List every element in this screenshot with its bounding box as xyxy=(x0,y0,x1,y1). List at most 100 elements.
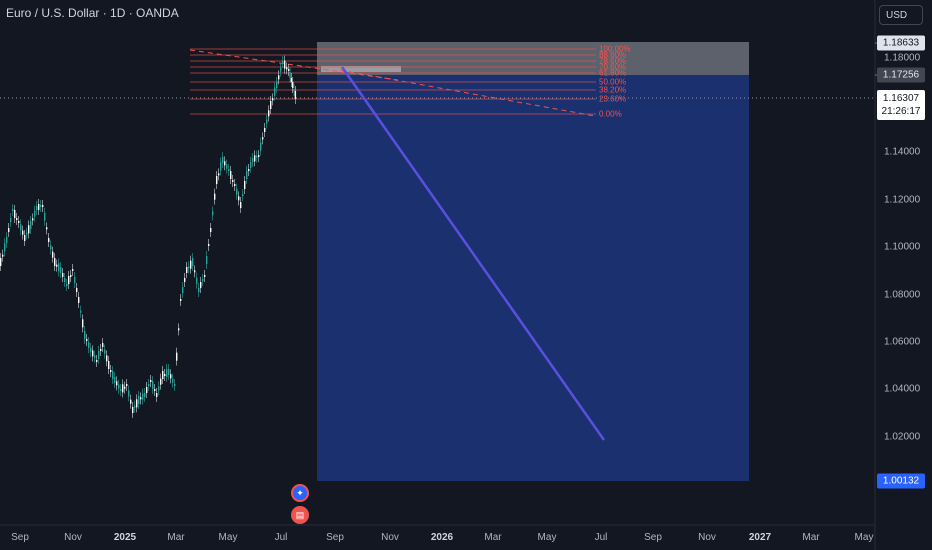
candle-body xyxy=(98,351,100,359)
candle-body xyxy=(60,267,62,273)
fib-level-label: 50.00% xyxy=(599,77,627,87)
price-tick: 1.10000 xyxy=(884,241,921,253)
fib-level-label: 88.60% xyxy=(599,50,627,60)
candle-body xyxy=(38,204,40,210)
candle-body xyxy=(114,377,116,383)
candle-body xyxy=(198,288,200,292)
candle-body xyxy=(294,91,297,99)
candle-body xyxy=(4,243,6,252)
candle-body xyxy=(6,237,8,243)
candle-body xyxy=(44,212,46,221)
candle-body xyxy=(190,260,192,269)
us-flag-event-icon[interactable]: ▤ xyxy=(291,506,309,524)
candle-body xyxy=(68,276,70,284)
candle-body xyxy=(204,275,206,277)
candle-body xyxy=(52,251,54,258)
candle-series xyxy=(0,55,297,418)
candle-body xyxy=(40,205,42,207)
stop-price-label: 1.00132 xyxy=(877,473,925,489)
candle-body xyxy=(236,188,238,195)
candle-body xyxy=(166,369,168,377)
candle-body xyxy=(140,397,142,400)
candle-body xyxy=(152,381,154,389)
candle-body xyxy=(234,184,236,186)
candle-body xyxy=(242,194,244,196)
candle-body xyxy=(278,75,280,80)
candle-body xyxy=(246,171,248,179)
candle-body xyxy=(272,98,274,101)
candle-body xyxy=(292,82,294,88)
candle-body xyxy=(132,407,134,413)
candle-body xyxy=(254,155,256,162)
candle-body xyxy=(26,232,28,235)
candle-body xyxy=(194,270,196,273)
price-tick: 1.02000 xyxy=(884,431,921,443)
candle-body xyxy=(222,157,224,163)
symbol-title[interactable]: Euro / U.S. Dollar · 1D · OANDA xyxy=(6,6,179,20)
candle-body xyxy=(252,158,254,162)
candle-body xyxy=(290,78,293,82)
candle-body xyxy=(228,169,230,171)
time-tick: Nov xyxy=(698,532,716,543)
time-tick: Nov xyxy=(64,532,82,543)
candle-body xyxy=(66,284,68,286)
candle-body xyxy=(80,310,82,313)
candle-body xyxy=(208,244,210,246)
price-tick: 1.12000 xyxy=(884,194,921,206)
time-tick: May xyxy=(854,532,874,543)
candle-body xyxy=(180,299,182,301)
candle-body xyxy=(293,89,295,91)
candle-body xyxy=(86,339,88,341)
time-tick: May xyxy=(218,532,238,543)
earnings-event-icon[interactable]: ✦ xyxy=(291,484,309,502)
price-tick: 1.18000 xyxy=(884,52,921,64)
candle-body xyxy=(202,279,204,281)
candle-body xyxy=(48,238,50,242)
currency-button[interactable]: USD xyxy=(879,5,923,25)
fib-retracement[interactable] xyxy=(190,48,596,115)
candle-body xyxy=(200,282,202,288)
candle-body xyxy=(270,101,272,109)
candle-body xyxy=(210,228,212,232)
time-tick: Mar xyxy=(167,532,185,543)
candle-body xyxy=(106,355,108,362)
candle-body xyxy=(24,235,26,241)
candle-body xyxy=(64,278,66,282)
price-tick: 1.08000 xyxy=(884,289,921,301)
candle-body xyxy=(50,245,52,250)
candle-body xyxy=(262,137,264,140)
candle-body xyxy=(146,387,148,393)
candle-body xyxy=(128,390,130,397)
forecast-line[interactable] xyxy=(340,66,606,441)
candle-body xyxy=(22,230,24,235)
fib-level-label: 100.00% xyxy=(599,44,631,54)
time-tick: Mar xyxy=(802,532,820,543)
candle-body xyxy=(112,371,114,379)
candle-body xyxy=(2,254,4,257)
candle-body xyxy=(54,258,56,266)
candle-body xyxy=(58,263,60,272)
candle-body xyxy=(182,287,184,293)
candle-body xyxy=(0,258,2,266)
candle-body xyxy=(196,277,198,284)
time-tick: Nov xyxy=(381,532,399,543)
time-tick: Mar xyxy=(484,532,502,543)
candle-body xyxy=(108,361,110,369)
candle-body xyxy=(8,228,10,232)
candle-body xyxy=(250,162,252,168)
candle-body xyxy=(192,258,194,266)
candle-body xyxy=(46,227,48,230)
candle-body xyxy=(102,343,104,347)
short-target-zone[interactable] xyxy=(317,75,749,481)
candle-body xyxy=(12,209,14,211)
candle-body xyxy=(216,176,218,184)
time-tick: Jul xyxy=(274,532,288,543)
candle-body xyxy=(94,355,96,358)
candle-body xyxy=(120,389,122,391)
candle-body xyxy=(84,331,86,339)
time-tick: 2026 xyxy=(430,532,454,543)
candle-body xyxy=(138,396,140,404)
current-price-label: 1.16307 21:26:17 xyxy=(877,90,925,120)
candle-body xyxy=(260,142,262,151)
